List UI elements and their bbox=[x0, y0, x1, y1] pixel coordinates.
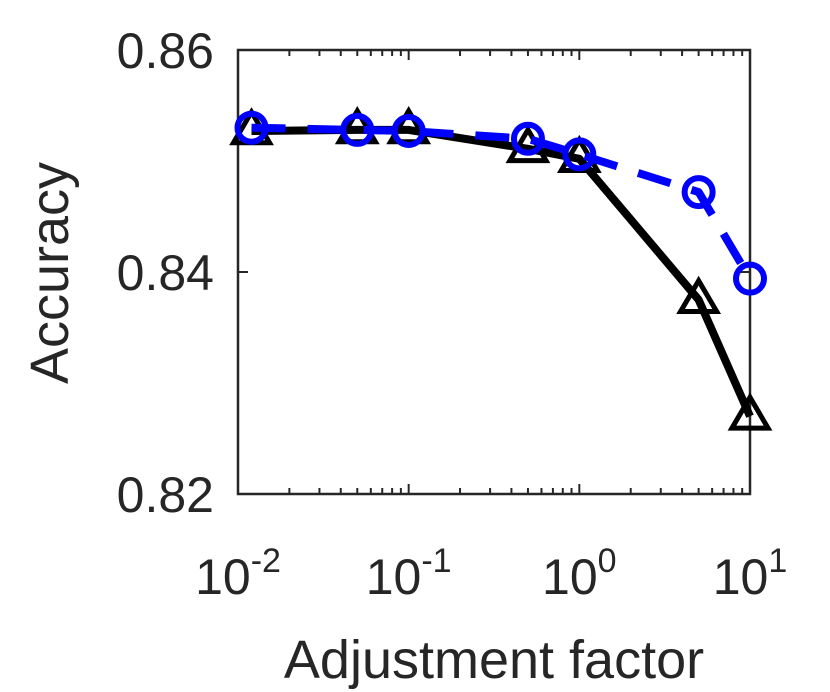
y-tick-label: 0.84 bbox=[117, 245, 214, 301]
x-tick-label: 100 bbox=[542, 542, 617, 605]
x-tick-label: 10-1 bbox=[366, 542, 452, 605]
triangle-marker bbox=[727, 392, 773, 431]
y-tick-label: 0.82 bbox=[117, 467, 214, 523]
circle-marker bbox=[340, 112, 375, 147]
circle-marker bbox=[733, 261, 767, 296]
circle-marker bbox=[681, 175, 716, 210]
circle-marker bbox=[391, 114, 426, 149]
y-axis-label: Accuracy bbox=[20, 162, 80, 384]
x-axis-label: Adjustment factor bbox=[284, 630, 704, 690]
x-tick-label: 10-2 bbox=[195, 542, 281, 605]
circle-marker bbox=[510, 121, 545, 156]
x-axis-ticks: 10-2 10-1 100 101 bbox=[195, 50, 787, 605]
x-tick-label: 101 bbox=[713, 542, 788, 605]
circle-marker bbox=[234, 110, 269, 145]
series-line bbox=[251, 125, 754, 418]
series-layer bbox=[229, 105, 773, 431]
y-axis-ticks: 0.82 0.84 0.86 bbox=[117, 23, 750, 523]
triangle-marker bbox=[676, 275, 722, 315]
y-tick-label: 0.86 bbox=[117, 23, 214, 79]
circle-marker bbox=[562, 137, 597, 172]
series-0 bbox=[229, 105, 773, 431]
series-1 bbox=[234, 110, 767, 296]
triangle-marker bbox=[386, 105, 432, 145]
series-line bbox=[251, 123, 754, 281]
